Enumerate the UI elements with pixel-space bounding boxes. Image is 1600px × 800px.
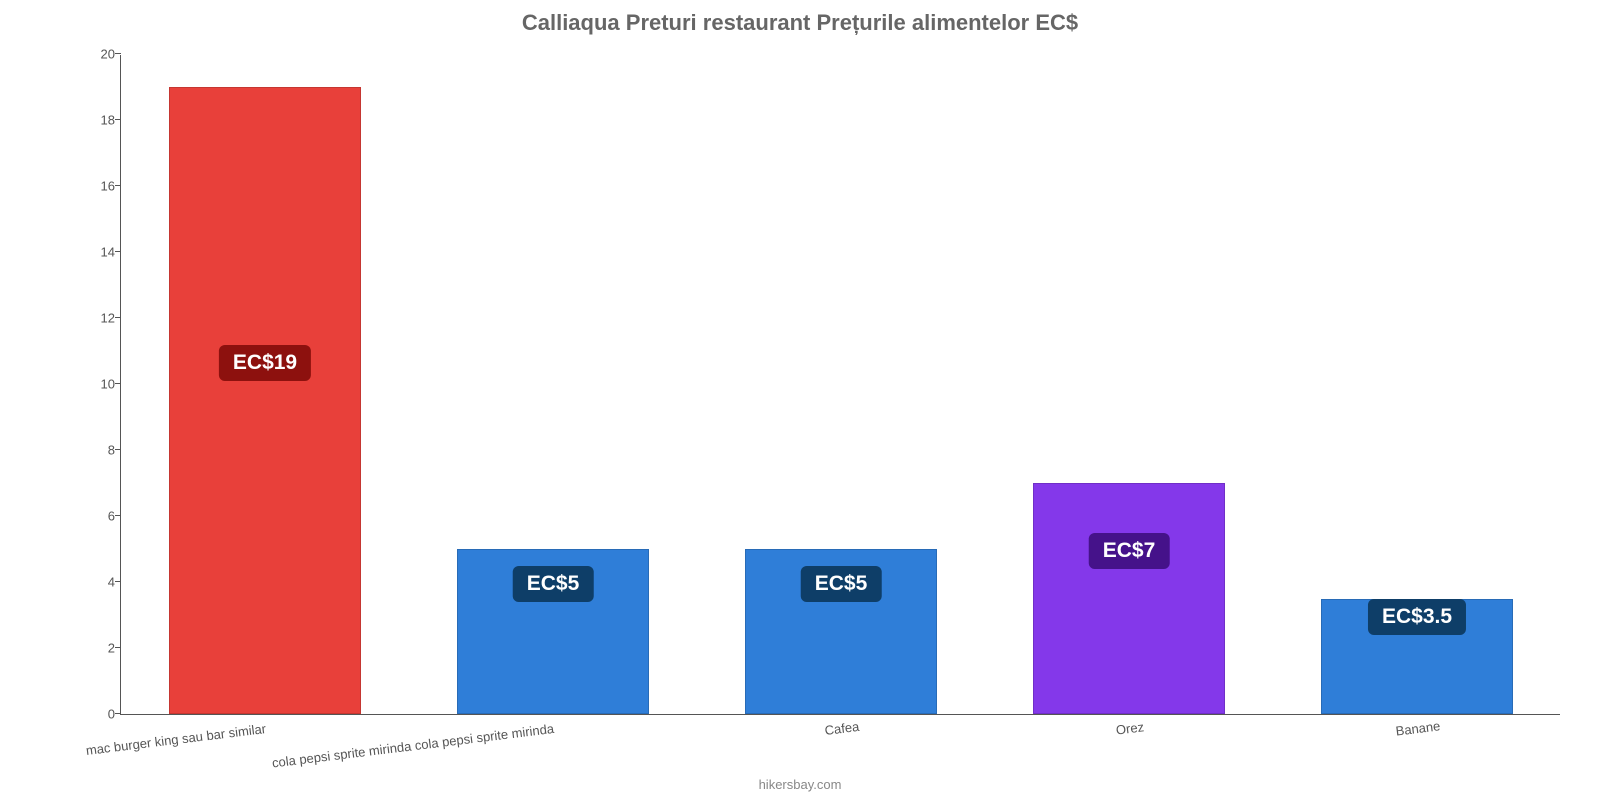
- bar-value-label: EC$7: [1089, 533, 1170, 569]
- x-tick-label: mac burger king sau bar similar: [85, 721, 267, 758]
- bar: [1033, 483, 1226, 714]
- bar-value-label: EC$3.5: [1368, 599, 1466, 635]
- y-tick-mark: [115, 581, 121, 582]
- y-tick-mark: [115, 317, 121, 318]
- x-tick-label: Banane: [1395, 718, 1441, 738]
- y-tick-mark: [115, 647, 121, 648]
- y-tick-label: 8: [81, 443, 115, 458]
- y-tick-label: 10: [81, 377, 115, 392]
- y-tick-mark: [115, 53, 121, 54]
- y-tick-label: 2: [81, 641, 115, 656]
- chart-title: Calliaqua Preturi restaurant Prețurile a…: [0, 10, 1600, 36]
- y-tick-label: 20: [81, 47, 115, 62]
- y-tick-mark: [115, 713, 121, 714]
- bar-value-label: EC$5: [801, 566, 882, 602]
- y-tick-mark: [115, 383, 121, 384]
- y-tick-label: 18: [81, 113, 115, 128]
- y-tick-mark: [115, 251, 121, 252]
- y-tick-label: 16: [81, 179, 115, 194]
- y-tick-label: 6: [81, 509, 115, 524]
- x-tick-label: cola pepsi sprite mirinda cola pepsi spr…: [271, 721, 555, 770]
- y-tick-label: 4: [81, 575, 115, 590]
- plot-area: 02468101214161820EC$19mac burger king sa…: [120, 55, 1560, 715]
- bar-value-label: EC$5: [513, 566, 594, 602]
- attribution-text: hikersbay.com: [0, 777, 1600, 792]
- y-tick-mark: [115, 185, 121, 186]
- bar-value-label: EC$19: [219, 345, 311, 381]
- y-tick-mark: [115, 119, 121, 120]
- y-tick-mark: [115, 449, 121, 450]
- price-bar-chart: Calliaqua Preturi restaurant Prețurile a…: [0, 0, 1600, 800]
- x-tick-label: Orez: [1115, 719, 1145, 737]
- y-tick-mark: [115, 515, 121, 516]
- y-tick-label: 0: [81, 707, 115, 722]
- y-tick-label: 12: [81, 311, 115, 326]
- x-tick-label: Cafea: [824, 719, 860, 738]
- bar: [169, 87, 362, 714]
- y-tick-label: 14: [81, 245, 115, 260]
